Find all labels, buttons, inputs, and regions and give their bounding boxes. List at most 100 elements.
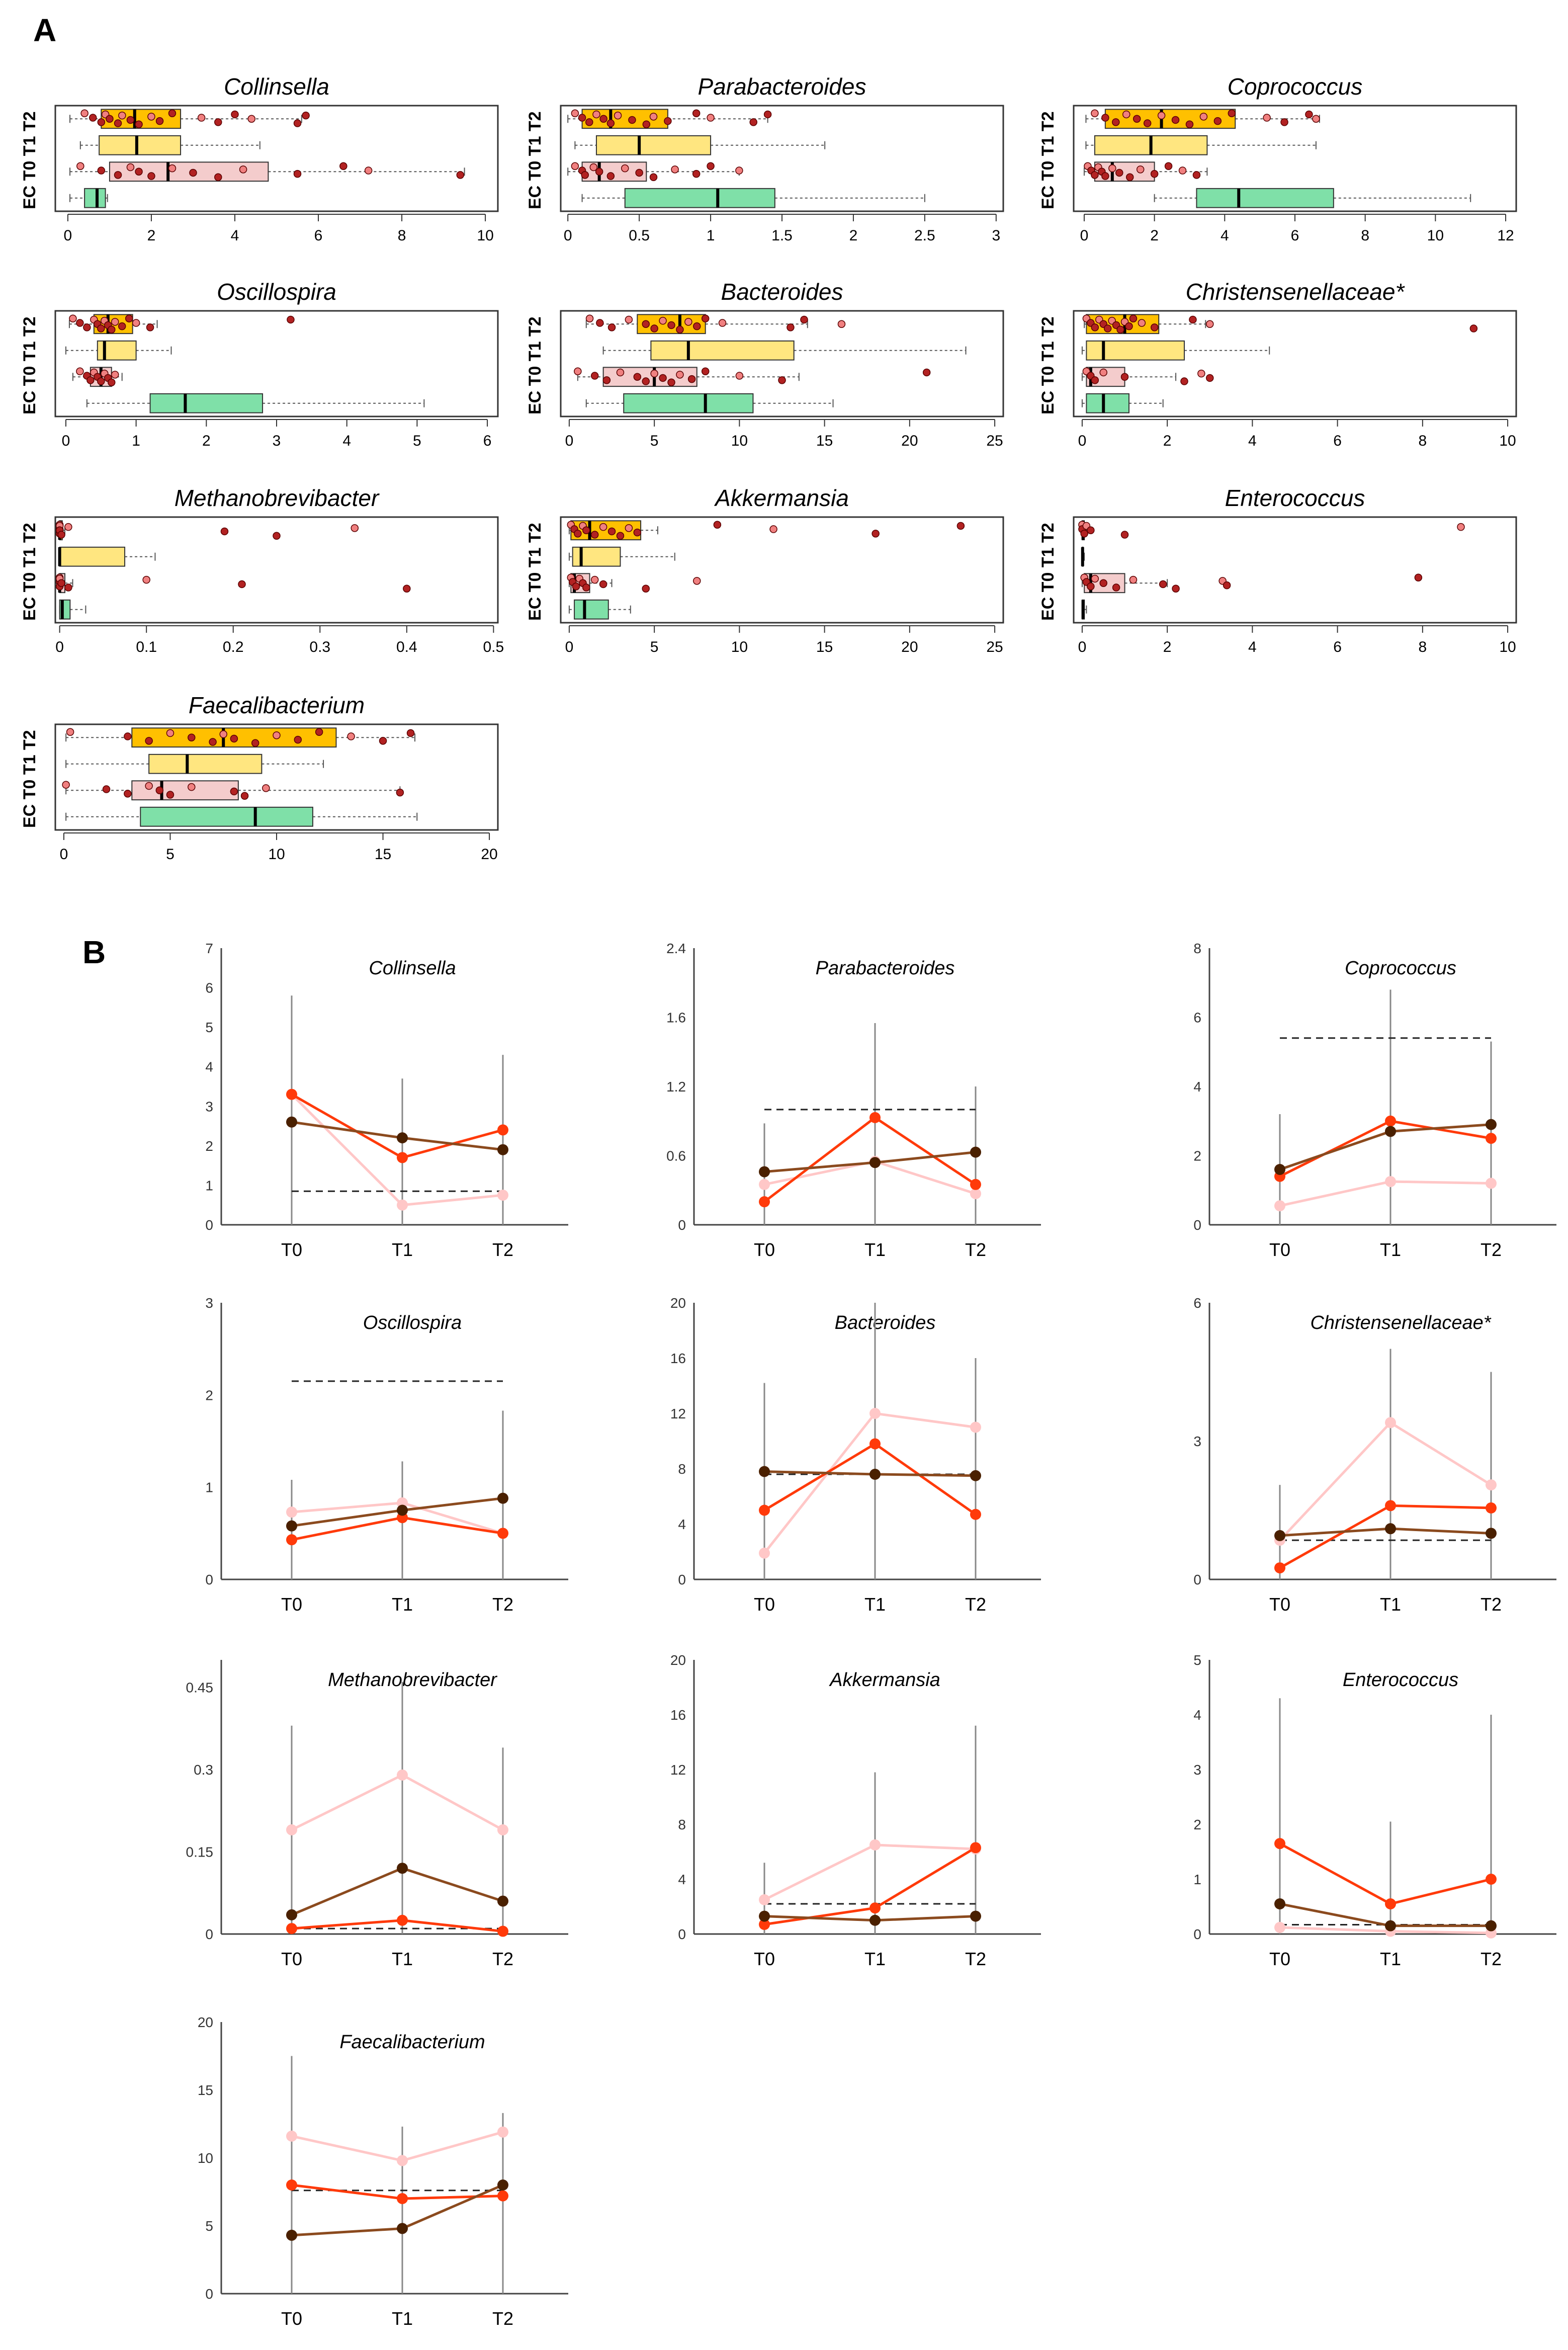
x-tick-label: 0 <box>60 846 68 863</box>
box-iqr <box>140 806 313 827</box>
data-point <box>1112 583 1120 592</box>
x-tick-label: T1 <box>392 1239 413 1260</box>
series-point <box>1274 1200 1285 1212</box>
data-point <box>1180 377 1188 385</box>
data-point <box>763 110 772 119</box>
x-tick-label: T1 <box>392 1949 413 1969</box>
y-tick-label: 3 <box>205 1099 213 1114</box>
y-tick-label: 6 <box>205 980 213 996</box>
data-point <box>599 580 607 589</box>
x-tick-label: 5 <box>166 846 175 863</box>
data-point <box>1223 581 1231 590</box>
series-point <box>497 1144 508 1155</box>
data-point <box>787 323 795 331</box>
series-point <box>1385 1126 1396 1137</box>
series-point <box>1274 1530 1285 1541</box>
series-point <box>1274 1838 1285 1850</box>
box-t0 <box>55 573 411 594</box>
series-point <box>286 1506 297 1518</box>
data-point <box>69 314 77 322</box>
series-light <box>759 1839 981 1905</box>
x-tick-label: T2 <box>492 1949 513 1969</box>
series-point <box>869 1469 881 1480</box>
data-point <box>188 783 196 791</box>
data-point <box>642 120 651 128</box>
x-tick-label: T0 <box>754 1594 775 1615</box>
group-axis-label: EC T0 T1 T2 <box>20 730 39 828</box>
x-tick-label: 6 <box>314 227 323 244</box>
series-red <box>286 2179 508 2204</box>
x-tick-label: 8 <box>1419 433 1427 449</box>
data-point <box>1164 162 1173 170</box>
x-tick-label: 6 <box>1333 433 1342 449</box>
data-point <box>592 110 600 119</box>
data-point <box>581 171 589 179</box>
x-tick-label: T2 <box>492 2308 513 2329</box>
data-point <box>571 109 579 117</box>
data-point <box>642 320 650 328</box>
data-point <box>956 522 965 530</box>
series-point <box>869 1438 881 1450</box>
data-point <box>97 118 106 126</box>
series-point <box>1486 1528 1497 1539</box>
data-point <box>1120 531 1129 539</box>
x-tick-label: 4 <box>1221 227 1229 244</box>
data-point <box>142 575 150 584</box>
series-point <box>1385 1500 1396 1512</box>
x-tick-label: 0 <box>64 227 72 244</box>
series-brown <box>286 1116 508 1155</box>
y-tick-label: 6 <box>1193 1010 1201 1026</box>
data-point <box>667 378 675 386</box>
x-tick-label: T0 <box>1269 1949 1290 1969</box>
y-tick-label: 0 <box>678 1572 686 1587</box>
series-point <box>869 1112 881 1123</box>
series-point <box>759 1910 770 1922</box>
x-tick-label: 4 <box>1248 433 1257 449</box>
data-point <box>572 582 580 591</box>
x-tick-label: 5 <box>650 433 659 449</box>
box-t1 <box>1081 546 1085 567</box>
group-axis-label: EC T0 T1 T2 <box>20 111 39 209</box>
data-point <box>124 790 132 798</box>
y-tick-label: 8 <box>678 1817 686 1832</box>
data-point <box>769 525 777 533</box>
y-tick-label: 5 <box>1193 1652 1201 1668</box>
series-point <box>497 1190 508 1201</box>
series-point <box>1385 1920 1396 1932</box>
x-tick-label: 8 <box>1361 227 1369 244</box>
data-point <box>1125 322 1133 330</box>
data-point <box>616 532 625 540</box>
box-t2 <box>1082 314 1478 334</box>
data-point <box>607 323 616 331</box>
data-point <box>262 784 270 792</box>
y-tick-label: 0 <box>1193 1572 1201 1587</box>
y-tick-label: 1.2 <box>666 1079 686 1095</box>
panel-label-b: B <box>82 934 106 970</box>
series-point <box>397 2155 408 2166</box>
data-point <box>1192 171 1201 179</box>
series-brown <box>759 1910 981 1926</box>
y-tick-label: 2 <box>1193 1817 1201 1832</box>
y-tick-label: 1 <box>205 1178 213 1193</box>
data-point <box>1178 166 1187 175</box>
data-point <box>403 584 411 593</box>
data-point <box>837 320 846 328</box>
series-point <box>497 1124 508 1136</box>
box-t1 <box>65 340 172 361</box>
data-point <box>239 165 247 174</box>
chart-title: Coprococcus <box>1345 958 1456 979</box>
data-point <box>57 531 65 539</box>
series-point <box>397 1769 408 1781</box>
y-tick-label: 2 <box>205 1387 213 1403</box>
data-point <box>114 119 122 127</box>
y-tick-label: 8 <box>678 1461 686 1477</box>
x-tick-label: T0 <box>281 2308 302 2329</box>
series-point <box>1274 1562 1285 1574</box>
x-tick-label: 2 <box>1150 227 1159 244</box>
data-point <box>83 323 91 331</box>
chart-title: Enterococcus <box>1343 1669 1458 1691</box>
data-point <box>633 528 642 537</box>
series-point <box>497 1528 508 1539</box>
data-point <box>1099 579 1107 587</box>
series-point <box>286 1923 297 1935</box>
